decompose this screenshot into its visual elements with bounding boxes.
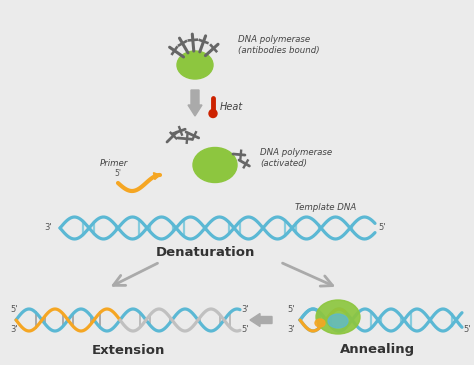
Text: DNA polymerase
(antibodies bound): DNA polymerase (antibodies bound) <box>238 35 319 55</box>
Text: DNA polymerase
(activated): DNA polymerase (activated) <box>260 147 332 168</box>
Text: 5': 5' <box>10 306 18 315</box>
FancyArrow shape <box>250 314 272 327</box>
FancyArrow shape <box>188 90 202 116</box>
FancyArrow shape <box>154 173 160 180</box>
Text: 5': 5' <box>241 326 248 334</box>
Text: Heat: Heat <box>220 102 243 112</box>
Ellipse shape <box>315 319 325 327</box>
Text: Denaturation: Denaturation <box>155 246 255 258</box>
Ellipse shape <box>316 300 360 334</box>
Text: Primer: Primer <box>100 158 128 168</box>
Text: 3': 3' <box>241 306 249 315</box>
Text: Extension: Extension <box>91 343 164 357</box>
Text: 3': 3' <box>45 223 52 233</box>
Ellipse shape <box>193 147 237 182</box>
Text: 5': 5' <box>288 306 295 315</box>
Ellipse shape <box>328 314 348 328</box>
Text: 5': 5' <box>378 223 385 233</box>
Ellipse shape <box>177 51 213 79</box>
Text: Template DNA: Template DNA <box>295 203 356 211</box>
Circle shape <box>209 110 217 118</box>
Text: 5': 5' <box>114 169 121 177</box>
Text: 3': 3' <box>10 326 18 334</box>
Text: 3': 3' <box>287 326 295 334</box>
Text: Annealing: Annealing <box>340 343 416 357</box>
Text: 5': 5' <box>463 326 471 334</box>
